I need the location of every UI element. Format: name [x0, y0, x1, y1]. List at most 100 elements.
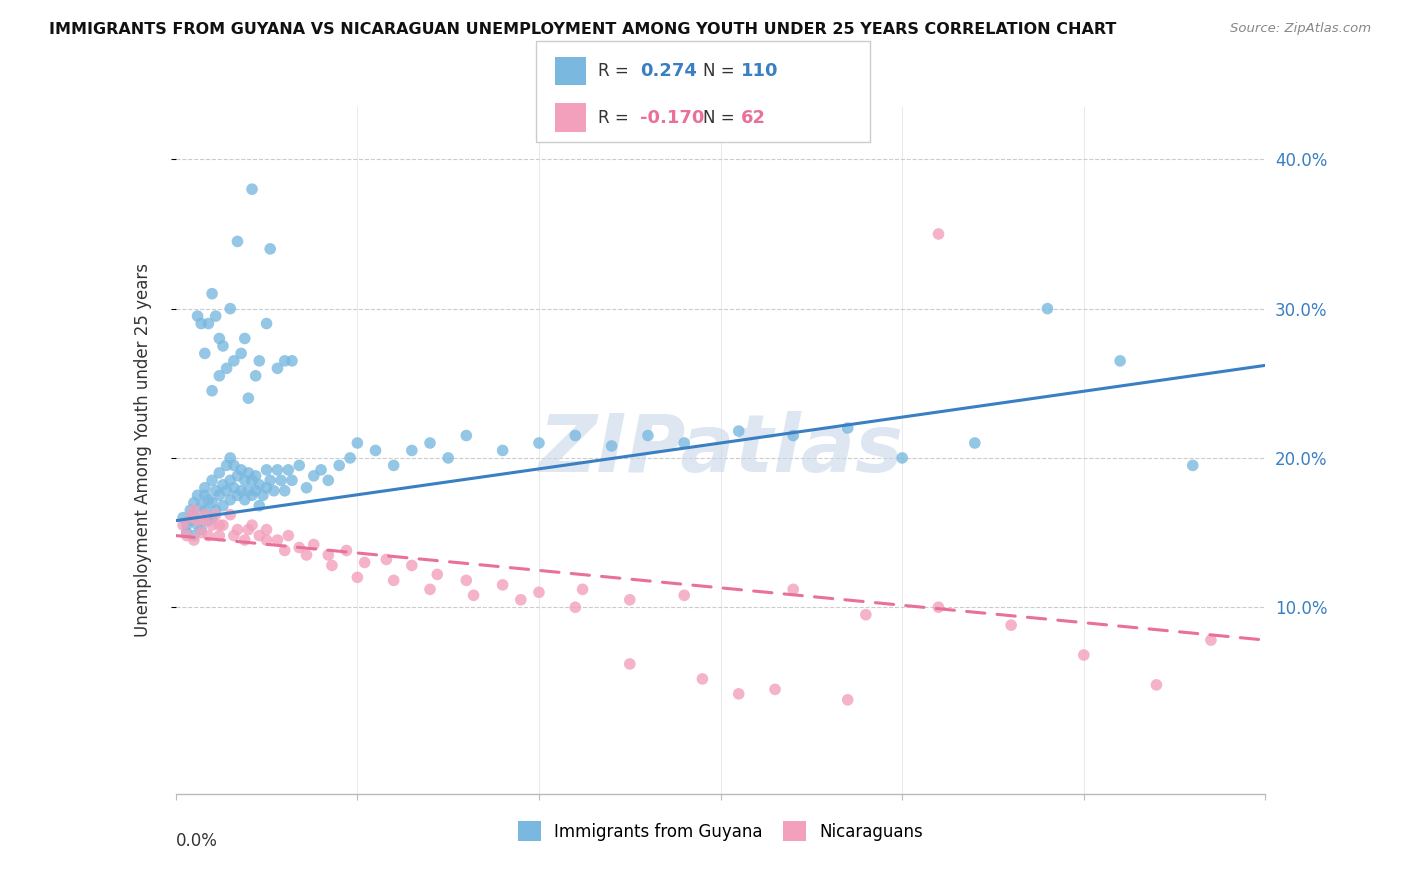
- Point: [256, 463, 278, 477]
- Text: 62: 62: [741, 109, 766, 127]
- Point: [186, 488, 209, 502]
- Y-axis label: Unemployment Among Youth under 25 years: Unemployment Among Youth under 25 years: [134, 263, 152, 638]
- Point: [600, 439, 623, 453]
- Text: IMMIGRANTS FROM GUYANA VS NICARAGUAN UNEMPLOYMENT AMONG YOUTH UNDER 25 YEARS COR: IMMIGRANTS FROM GUYANA VS NICARAGUAN UNE…: [49, 22, 1116, 37]
- Point: [401, 443, 423, 458]
- Point: [256, 481, 278, 495]
- Point: [619, 657, 641, 671]
- Point: [419, 436, 441, 450]
- Point: [266, 533, 288, 547]
- Point: [1146, 678, 1168, 692]
- Point: [172, 510, 194, 524]
- Point: [266, 361, 288, 376]
- Text: 0.0%: 0.0%: [176, 831, 218, 850]
- Point: [619, 592, 641, 607]
- Point: [226, 468, 249, 483]
- Point: [295, 548, 318, 562]
- Point: [201, 473, 224, 487]
- Point: [256, 317, 278, 331]
- Point: [727, 687, 749, 701]
- Point: [238, 391, 260, 405]
- Point: [782, 428, 804, 442]
- Point: [346, 570, 368, 584]
- Point: [673, 588, 696, 602]
- Point: [194, 346, 217, 360]
- Point: [231, 483, 253, 498]
- Point: [318, 548, 340, 562]
- Point: [259, 473, 281, 487]
- Point: [419, 582, 441, 597]
- Text: N =: N =: [703, 62, 740, 79]
- Point: [564, 428, 586, 442]
- Point: [212, 478, 235, 492]
- Text: N =: N =: [703, 109, 740, 127]
- Point: [259, 242, 281, 256]
- Point: [1109, 354, 1132, 368]
- Point: [231, 463, 253, 477]
- Point: [179, 510, 201, 524]
- Point: [186, 309, 209, 323]
- Point: [201, 384, 224, 398]
- Point: [215, 361, 238, 376]
- Point: [1199, 633, 1222, 648]
- Point: [197, 514, 219, 528]
- Point: [727, 424, 749, 438]
- Point: [208, 488, 231, 502]
- Point: [564, 600, 586, 615]
- Point: [190, 525, 212, 540]
- Point: [318, 473, 340, 487]
- Point: [288, 541, 311, 555]
- Point: [208, 331, 231, 345]
- Point: [245, 468, 267, 483]
- Text: 0.274: 0.274: [640, 62, 696, 79]
- Point: [527, 436, 550, 450]
- Point: [176, 525, 198, 540]
- Point: [226, 235, 249, 249]
- Point: [204, 483, 226, 498]
- Point: [231, 346, 253, 360]
- Point: [247, 478, 270, 492]
- Point: [252, 488, 274, 502]
- Point: [256, 523, 278, 537]
- Point: [240, 182, 263, 196]
- Point: [208, 528, 231, 542]
- Text: ZIPatlas: ZIPatlas: [538, 411, 903, 490]
- Point: [197, 317, 219, 331]
- Point: [238, 466, 260, 480]
- Point: [197, 492, 219, 507]
- Point: [277, 528, 299, 542]
- Point: [763, 682, 786, 697]
- Point: [233, 331, 256, 345]
- Point: [673, 436, 696, 450]
- Point: [215, 483, 238, 498]
- Point: [194, 488, 217, 502]
- Text: Source: ZipAtlas.com: Source: ZipAtlas.com: [1230, 22, 1371, 36]
- Point: [837, 421, 859, 435]
- Point: [437, 450, 460, 465]
- Point: [277, 463, 299, 477]
- Point: [509, 592, 531, 607]
- Point: [190, 317, 212, 331]
- Point: [281, 473, 304, 487]
- Point: [208, 518, 231, 533]
- Point: [208, 466, 231, 480]
- Point: [692, 672, 714, 686]
- Point: [302, 537, 325, 551]
- Point: [463, 588, 485, 602]
- Text: R =: R =: [598, 62, 634, 79]
- Point: [204, 503, 226, 517]
- Point: [238, 483, 260, 498]
- Point: [215, 458, 238, 473]
- Point: [328, 458, 350, 473]
- Point: [321, 558, 343, 573]
- Point: [190, 523, 212, 537]
- Point: [637, 428, 659, 442]
- Point: [183, 496, 205, 510]
- Point: [928, 600, 950, 615]
- Point: [197, 528, 219, 542]
- Point: [1036, 301, 1059, 316]
- Point: [201, 518, 224, 533]
- Point: [240, 518, 263, 533]
- Point: [194, 508, 217, 522]
- Point: [204, 508, 226, 522]
